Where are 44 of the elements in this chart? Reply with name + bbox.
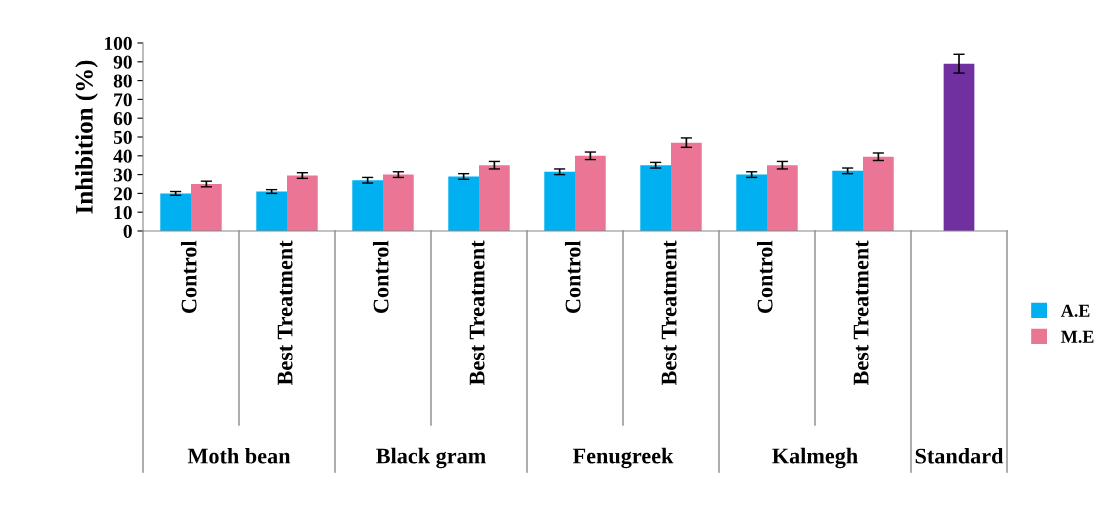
- text: Moth bean: [187, 447, 291, 464]
- x-tick-label: Control: [372, 240, 389, 313]
- y-tick-label: 70: [114, 93, 132, 107]
- bar: [479, 165, 510, 231]
- bar: [640, 165, 671, 231]
- legend-label: A.E: [1060, 304, 1090, 317]
- y-tick-label: 0: [123, 224, 132, 238]
- text: Fenugreek: [572, 447, 674, 469]
- y-tick-label: 50: [113, 130, 132, 144]
- x-tick-label: Best Treatment: [661, 240, 677, 386]
- y-tick-label: 40: [113, 149, 132, 163]
- bar: [863, 156, 894, 231]
- text: Black gram: [376, 447, 486, 469]
- x-tick-label: Best Treatment: [469, 240, 485, 386]
- bar: [191, 184, 222, 231]
- legend-label: M.E: [1061, 330, 1094, 343]
- bar: [160, 193, 191, 231]
- bar: [736, 174, 767, 231]
- bar: [832, 170, 863, 231]
- x-tick-label: Control: [180, 240, 197, 313]
- bar: [448, 176, 479, 231]
- y-tick-label: 100: [104, 36, 132, 50]
- text: Standard: [915, 447, 1004, 464]
- y-axis-title: Inhibition (%): [75, 60, 98, 214]
- bar: [544, 171, 575, 231]
- bar: [256, 191, 287, 231]
- x-tick-label: Control: [756, 240, 773, 313]
- x-tick-label: Best Treatment: [277, 240, 293, 386]
- bar: [671, 142, 702, 231]
- y-tick-label: 80: [113, 74, 132, 88]
- bar: [575, 155, 606, 231]
- x-tick-label: Best Treatment: [853, 240, 869, 386]
- x-tick-label: Control: [564, 240, 581, 313]
- bar: [383, 174, 414, 231]
- y-tick-label: 10: [114, 206, 132, 220]
- bar: [767, 165, 798, 231]
- y-tick-label: 60: [113, 112, 132, 126]
- bar: [287, 175, 318, 231]
- y-tick-label: 30: [113, 168, 132, 182]
- text: Kalmegh: [772, 447, 858, 469]
- y-tick-label: 20: [113, 187, 132, 201]
- bar: [943, 63, 975, 231]
- bar: [352, 180, 383, 231]
- y-tick-label: 90: [113, 55, 132, 69]
